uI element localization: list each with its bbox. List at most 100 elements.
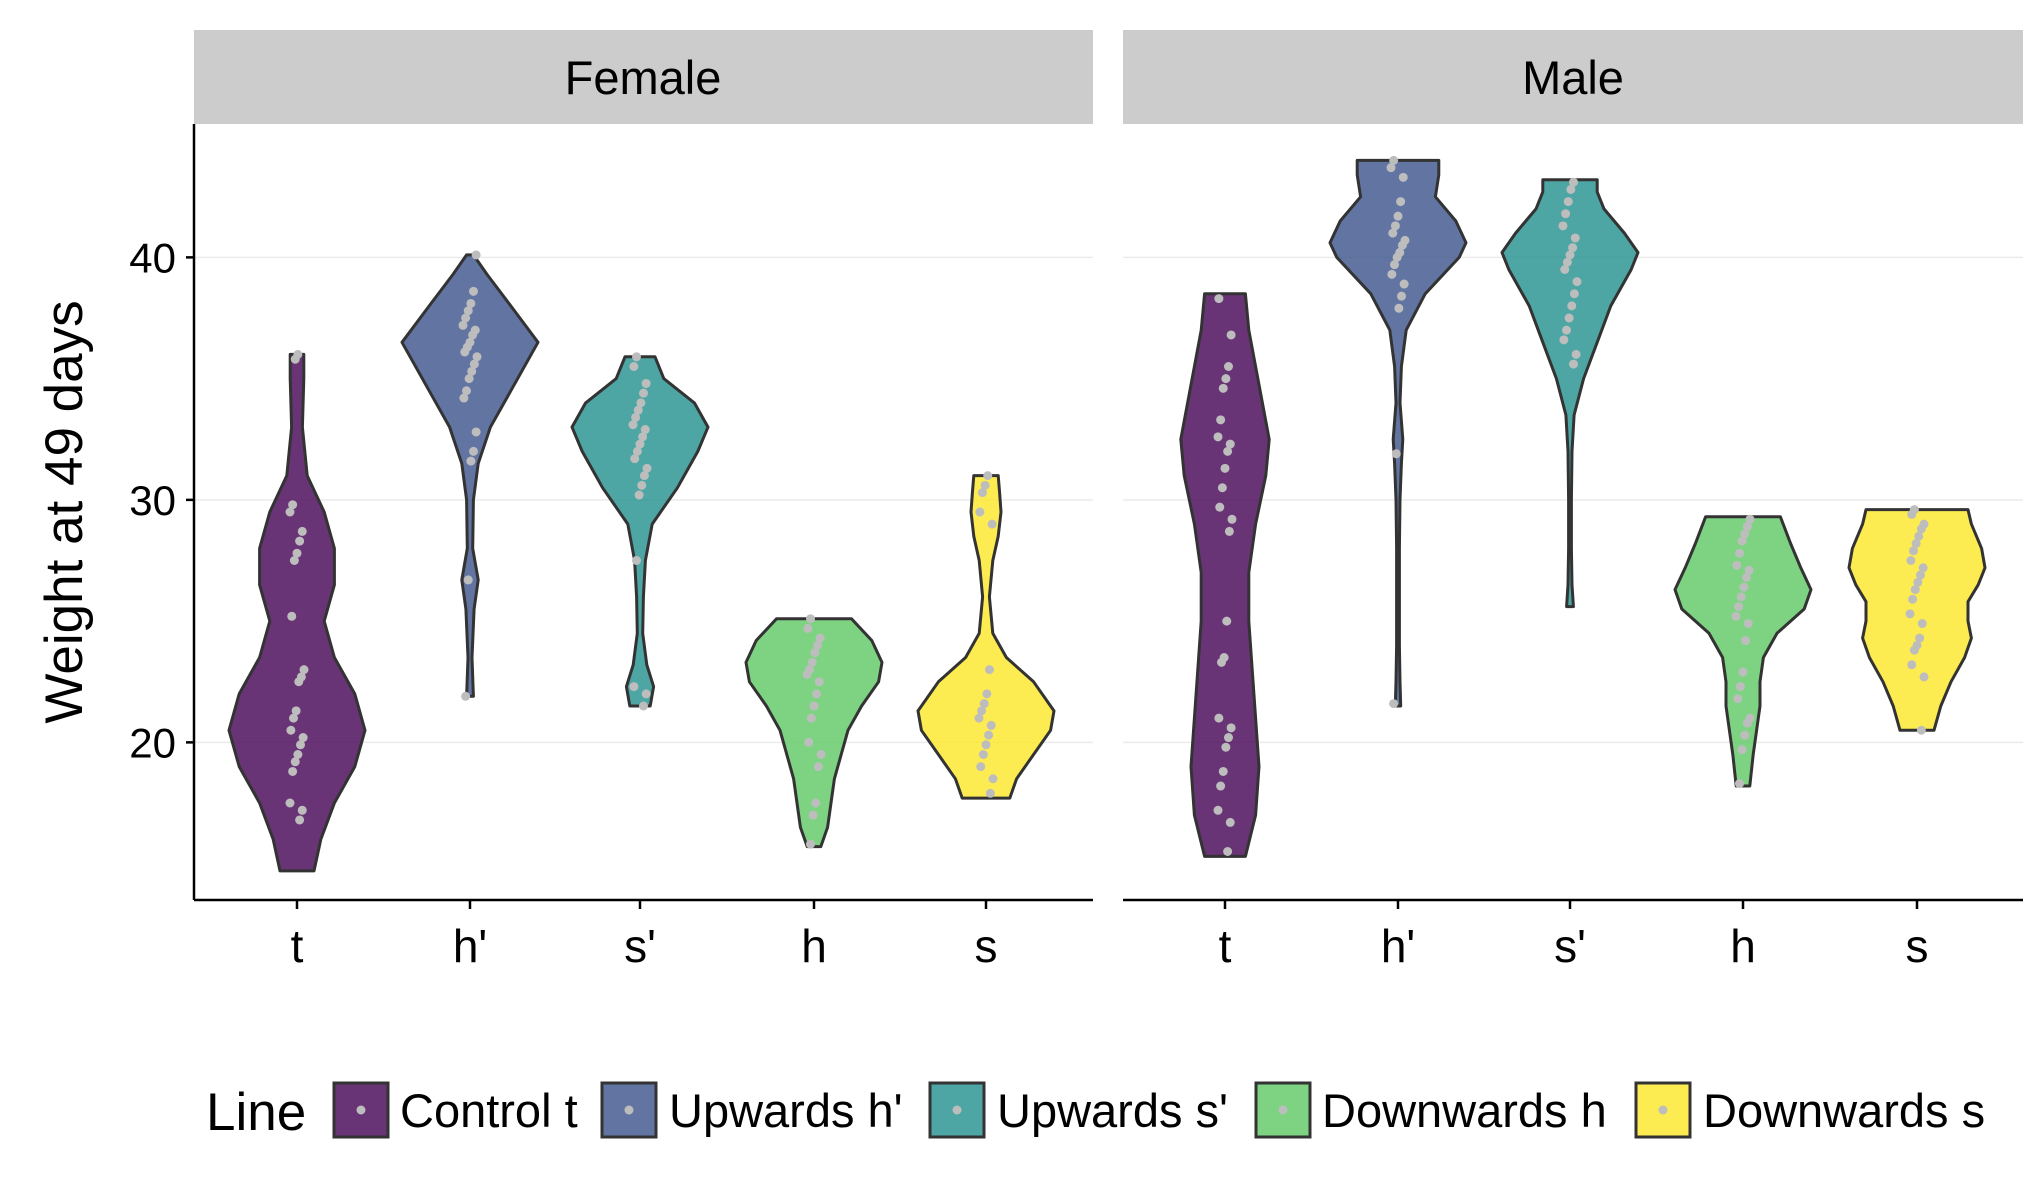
- point-male-t-4: [1218, 766, 1228, 776]
- legend-label-downwards-s: Downwards s: [1703, 1084, 1985, 1137]
- point-female-s-prime-12: [640, 425, 650, 435]
- point-female-s-14: [978, 488, 987, 498]
- point-female-t-18: [297, 526, 307, 536]
- point-male-t-5: [1221, 742, 1231, 752]
- point-male-h-2: [1740, 730, 1750, 740]
- legend-key-point-upwards-h-prime: [624, 1105, 634, 1115]
- point-female-h-prime-4: [471, 427, 481, 437]
- axes: [192, 124, 2023, 902]
- point-male-s-prime-13: [1558, 221, 1568, 231]
- point-female-t-15: [289, 556, 299, 565]
- point-female-t-10: [291, 706, 301, 716]
- point-female-t-14: [287, 611, 297, 621]
- x-tick-label-male-s: s: [1906, 920, 1929, 972]
- point-male-t-11: [1222, 616, 1232, 626]
- point-male-h-prime-6: [1390, 260, 1399, 270]
- legend-label-control-t: Control t: [400, 1084, 578, 1137]
- point-male-t-22: [1221, 374, 1231, 384]
- point-male-h-11: [1734, 602, 1744, 612]
- point-male-t-0: [1223, 847, 1233, 856]
- point-female-t-2: [285, 798, 295, 808]
- point-female-h-prime-7: [464, 374, 474, 384]
- point-male-h-16: [1732, 560, 1742, 570]
- point-female-s-8: [977, 706, 987, 716]
- point-male-h-18: [1737, 536, 1747, 546]
- point-male-t-20: [1216, 415, 1226, 425]
- point-male-s-prime-3: [1562, 325, 1571, 335]
- point-female-h-prime-5: [459, 393, 469, 403]
- legend-key-point-control-t: [356, 1105, 366, 1115]
- x-tick-label-female-s: s: [975, 920, 998, 972]
- x-tick-label-female-h: h: [801, 920, 827, 972]
- point-female-h-14: [813, 640, 822, 650]
- point-male-h-prime-8: [1395, 248, 1405, 258]
- point-male-s-6: [1917, 619, 1927, 629]
- point-female-s-prime-14: [631, 412, 641, 422]
- point-female-s-4: [981, 740, 991, 750]
- point-female-t-6: [296, 740, 305, 750]
- point-female-s-prime-7: [642, 463, 652, 473]
- point-female-h-prime-15: [470, 325, 480, 335]
- point-female-h-prime-16: [458, 320, 468, 330]
- legend-key-downwards-h: [1254, 1081, 1312, 1139]
- y-axis-ticks: 20 30 40: [129, 234, 194, 766]
- point-female-s-prime-19: [629, 362, 639, 371]
- point-female-h-0: [806, 839, 815, 849]
- point-female-s-prime-20: [632, 352, 641, 362]
- point-female-h-prime-13: [465, 337, 475, 347]
- violin-female-t: [227, 352, 367, 873]
- violin-female-s: [916, 474, 1056, 800]
- point-male-s-8: [1908, 594, 1918, 604]
- legend-label-upwards-h-prime: Upwards h': [669, 1084, 903, 1137]
- point-female-s-prime-0: [639, 701, 648, 711]
- point-male-s-prime-5: [1567, 301, 1577, 311]
- point-female-t-5: [293, 750, 303, 759]
- point-female-s-3: [978, 750, 988, 759]
- legend-key-point-downwards-h: [1278, 1105, 1288, 1115]
- point-female-t-12: [296, 672, 306, 682]
- point-female-s-prime-6: [639, 471, 649, 481]
- point-male-s-prime-8: [1560, 265, 1570, 274]
- y-tick-label-20: 20: [129, 719, 176, 766]
- point-female-t-1: [297, 805, 307, 815]
- point-female-s-prime-1: [641, 689, 651, 699]
- point-female-s-12: [987, 519, 997, 529]
- legend: Line Control t Upwards h' Upwards s' Downwa…: [206, 1081, 1985, 1142]
- point-male-s-prime-15: [1563, 197, 1573, 207]
- point-male-s-prime-9: [1562, 257, 1572, 267]
- point-male-s-5: [1915, 633, 1925, 643]
- point-male-h-6: [1735, 682, 1745, 692]
- violin-male-s: [1847, 508, 1987, 732]
- point-male-s-prime-14: [1561, 209, 1571, 219]
- jitter-points: [285, 155, 1929, 856]
- point-female-s-prime-8: [630, 454, 640, 464]
- point-female-h-prime-8: [467, 366, 477, 376]
- point-female-s-prime-5: [637, 480, 647, 490]
- point-male-h-prime-17: [1389, 155, 1399, 165]
- point-male-s-11: [1916, 570, 1925, 580]
- legend-key-point-downwards-s: [1658, 1105, 1668, 1115]
- point-female-t-13: [299, 665, 309, 675]
- point-male-h-10: [1731, 611, 1741, 621]
- point-female-s-prime-4: [634, 490, 644, 500]
- point-male-h-1: [1737, 745, 1747, 755]
- point-male-s-18: [1919, 519, 1929, 529]
- violin-male-h-prime: [1328, 158, 1468, 708]
- point-female-h-7: [809, 701, 819, 711]
- point-male-s-prime-4: [1564, 313, 1574, 323]
- point-male-h-prime-11: [1388, 228, 1398, 238]
- point-female-s-prime-11: [638, 432, 648, 442]
- point-male-h-prime-14: [1396, 197, 1406, 207]
- point-male-t-23: [1224, 362, 1233, 371]
- y-axis-title: Weight at 49 days: [35, 300, 94, 723]
- x-tick-label-male-h-prime: h': [1381, 920, 1415, 972]
- point-male-s-7: [1905, 609, 1915, 619]
- point-male-t-18: [1225, 439, 1235, 449]
- x-tick-label-female-h-prime: h': [453, 920, 487, 972]
- point-female-s-prime-9: [632, 446, 642, 456]
- point-female-h-17: [806, 614, 815, 624]
- point-male-h-12: [1736, 592, 1746, 602]
- point-female-h-prime-2: [466, 456, 476, 466]
- point-male-t-8: [1214, 713, 1224, 723]
- point-female-t-20: [288, 500, 298, 510]
